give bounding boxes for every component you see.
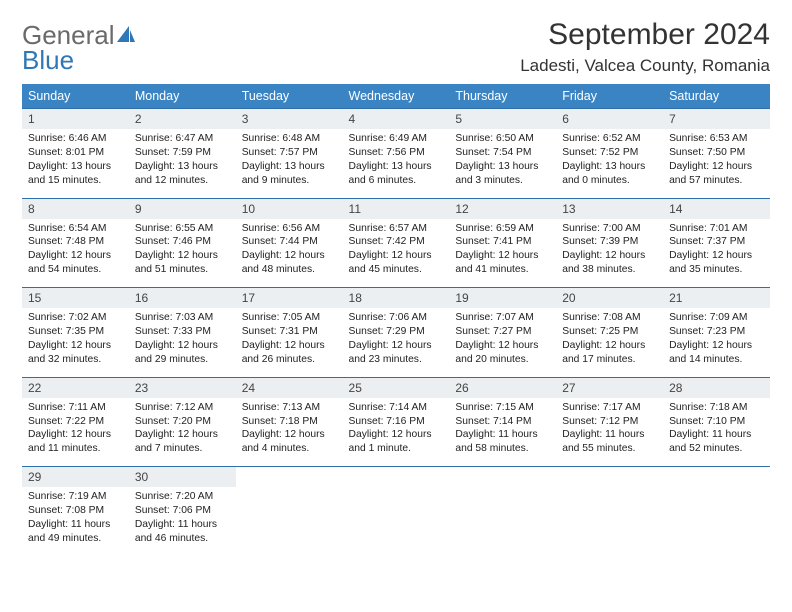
day-detail: Sunrise: 7:14 AMSunset: 7:16 PMDaylight:… bbox=[343, 398, 450, 467]
day-detail: Sunrise: 6:55 AMSunset: 7:46 PMDaylight:… bbox=[129, 219, 236, 288]
title-block: September 2024 Ladesti, Valcea County, R… bbox=[520, 18, 770, 76]
empty-cell bbox=[236, 467, 343, 488]
day-detail: Sunrise: 7:01 AMSunset: 7:37 PMDaylight:… bbox=[663, 219, 770, 288]
day-number: 28 bbox=[663, 377, 770, 398]
calendar-body: SundayMondayTuesdayWednesdayThursdayFrid… bbox=[22, 84, 770, 556]
day-detail: Sunrise: 7:18 AMSunset: 7:10 PMDaylight:… bbox=[663, 398, 770, 467]
weekday-header: Tuesday bbox=[236, 84, 343, 109]
weekday-header: Monday bbox=[129, 84, 236, 109]
empty-cell bbox=[449, 487, 556, 556]
day-detail: Sunrise: 7:12 AMSunset: 7:20 PMDaylight:… bbox=[129, 398, 236, 467]
weekday-header: Sunday bbox=[22, 84, 129, 109]
detail-row: Sunrise: 6:54 AMSunset: 7:48 PMDaylight:… bbox=[22, 219, 770, 288]
header: General Blue September 2024 Ladesti, Val… bbox=[22, 18, 770, 76]
day-detail: Sunrise: 6:56 AMSunset: 7:44 PMDaylight:… bbox=[236, 219, 343, 288]
calendar-table: SundayMondayTuesdayWednesdayThursdayFrid… bbox=[22, 84, 770, 556]
day-number: 24 bbox=[236, 377, 343, 398]
weekday-header: Thursday bbox=[449, 84, 556, 109]
empty-cell bbox=[556, 467, 663, 488]
day-detail: Sunrise: 6:54 AMSunset: 7:48 PMDaylight:… bbox=[22, 219, 129, 288]
logo-text-wrap: General Blue bbox=[22, 24, 137, 74]
day-number: 29 bbox=[22, 467, 129, 488]
weekday-row: SundayMondayTuesdayWednesdayThursdayFrid… bbox=[22, 84, 770, 109]
day-number: 6 bbox=[556, 109, 663, 130]
day-detail: Sunrise: 7:02 AMSunset: 7:35 PMDaylight:… bbox=[22, 308, 129, 377]
day-number: 22 bbox=[22, 377, 129, 398]
detail-row: Sunrise: 7:11 AMSunset: 7:22 PMDaylight:… bbox=[22, 398, 770, 467]
day-number: 3 bbox=[236, 109, 343, 130]
day-number: 20 bbox=[556, 288, 663, 309]
day-detail: Sunrise: 7:13 AMSunset: 7:18 PMDaylight:… bbox=[236, 398, 343, 467]
day-number: 19 bbox=[449, 288, 556, 309]
day-detail: Sunrise: 6:50 AMSunset: 7:54 PMDaylight:… bbox=[449, 129, 556, 198]
day-number: 15 bbox=[22, 288, 129, 309]
daynum-row: 22232425262728 bbox=[22, 377, 770, 398]
day-detail: Sunrise: 6:57 AMSunset: 7:42 PMDaylight:… bbox=[343, 219, 450, 288]
location: Ladesti, Valcea County, Romania bbox=[520, 56, 770, 76]
day-number: 10 bbox=[236, 198, 343, 219]
empty-cell bbox=[663, 487, 770, 556]
day-number: 5 bbox=[449, 109, 556, 130]
day-number: 7 bbox=[663, 109, 770, 130]
day-number: 11 bbox=[343, 198, 450, 219]
day-number: 18 bbox=[343, 288, 450, 309]
day-detail: Sunrise: 7:05 AMSunset: 7:31 PMDaylight:… bbox=[236, 308, 343, 377]
day-number: 23 bbox=[129, 377, 236, 398]
logo: General Blue bbox=[22, 18, 137, 74]
day-detail: Sunrise: 6:47 AMSunset: 7:59 PMDaylight:… bbox=[129, 129, 236, 198]
empty-cell bbox=[663, 467, 770, 488]
day-detail: Sunrise: 7:08 AMSunset: 7:25 PMDaylight:… bbox=[556, 308, 663, 377]
weekday-header: Saturday bbox=[663, 84, 770, 109]
day-detail: Sunrise: 7:17 AMSunset: 7:12 PMDaylight:… bbox=[556, 398, 663, 467]
day-number: 16 bbox=[129, 288, 236, 309]
day-number: 12 bbox=[449, 198, 556, 219]
logo-sail-icon bbox=[115, 24, 137, 49]
day-detail: Sunrise: 6:48 AMSunset: 7:57 PMDaylight:… bbox=[236, 129, 343, 198]
daynum-row: 891011121314 bbox=[22, 198, 770, 219]
empty-cell bbox=[343, 467, 450, 488]
day-number: 2 bbox=[129, 109, 236, 130]
day-number: 14 bbox=[663, 198, 770, 219]
day-number: 13 bbox=[556, 198, 663, 219]
day-detail: Sunrise: 6:53 AMSunset: 7:50 PMDaylight:… bbox=[663, 129, 770, 198]
daynum-row: 2930 bbox=[22, 467, 770, 488]
detail-row: Sunrise: 7:02 AMSunset: 7:35 PMDaylight:… bbox=[22, 308, 770, 377]
day-number: 8 bbox=[22, 198, 129, 219]
day-number: 9 bbox=[129, 198, 236, 219]
day-detail: Sunrise: 6:49 AMSunset: 7:56 PMDaylight:… bbox=[343, 129, 450, 198]
month-title: September 2024 bbox=[520, 18, 770, 52]
day-detail: Sunrise: 7:00 AMSunset: 7:39 PMDaylight:… bbox=[556, 219, 663, 288]
day-number: 4 bbox=[343, 109, 450, 130]
day-detail: Sunrise: 7:19 AMSunset: 7:08 PMDaylight:… bbox=[22, 487, 129, 556]
daynum-row: 1234567 bbox=[22, 109, 770, 130]
day-detail: Sunrise: 7:20 AMSunset: 7:06 PMDaylight:… bbox=[129, 487, 236, 556]
weekday-header: Wednesday bbox=[343, 84, 450, 109]
logo-blue: Blue bbox=[22, 45, 74, 75]
day-detail: Sunrise: 6:52 AMSunset: 7:52 PMDaylight:… bbox=[556, 129, 663, 198]
weekday-header: Friday bbox=[556, 84, 663, 109]
empty-cell bbox=[343, 487, 450, 556]
day-detail: Sunrise: 6:59 AMSunset: 7:41 PMDaylight:… bbox=[449, 219, 556, 288]
detail-row: Sunrise: 7:19 AMSunset: 7:08 PMDaylight:… bbox=[22, 487, 770, 556]
day-number: 30 bbox=[129, 467, 236, 488]
day-number: 25 bbox=[343, 377, 450, 398]
empty-cell bbox=[449, 467, 556, 488]
day-detail: Sunrise: 6:46 AMSunset: 8:01 PMDaylight:… bbox=[22, 129, 129, 198]
day-detail: Sunrise: 7:15 AMSunset: 7:14 PMDaylight:… bbox=[449, 398, 556, 467]
day-number: 21 bbox=[663, 288, 770, 309]
day-number: 27 bbox=[556, 377, 663, 398]
day-number: 1 bbox=[22, 109, 129, 130]
day-detail: Sunrise: 7:09 AMSunset: 7:23 PMDaylight:… bbox=[663, 308, 770, 377]
empty-cell bbox=[556, 487, 663, 556]
day-detail: Sunrise: 7:07 AMSunset: 7:27 PMDaylight:… bbox=[449, 308, 556, 377]
detail-row: Sunrise: 6:46 AMSunset: 8:01 PMDaylight:… bbox=[22, 129, 770, 198]
day-number: 26 bbox=[449, 377, 556, 398]
daynum-row: 15161718192021 bbox=[22, 288, 770, 309]
day-detail: Sunrise: 7:11 AMSunset: 7:22 PMDaylight:… bbox=[22, 398, 129, 467]
empty-cell bbox=[236, 487, 343, 556]
day-detail: Sunrise: 7:06 AMSunset: 7:29 PMDaylight:… bbox=[343, 308, 450, 377]
day-number: 17 bbox=[236, 288, 343, 309]
day-detail: Sunrise: 7:03 AMSunset: 7:33 PMDaylight:… bbox=[129, 308, 236, 377]
